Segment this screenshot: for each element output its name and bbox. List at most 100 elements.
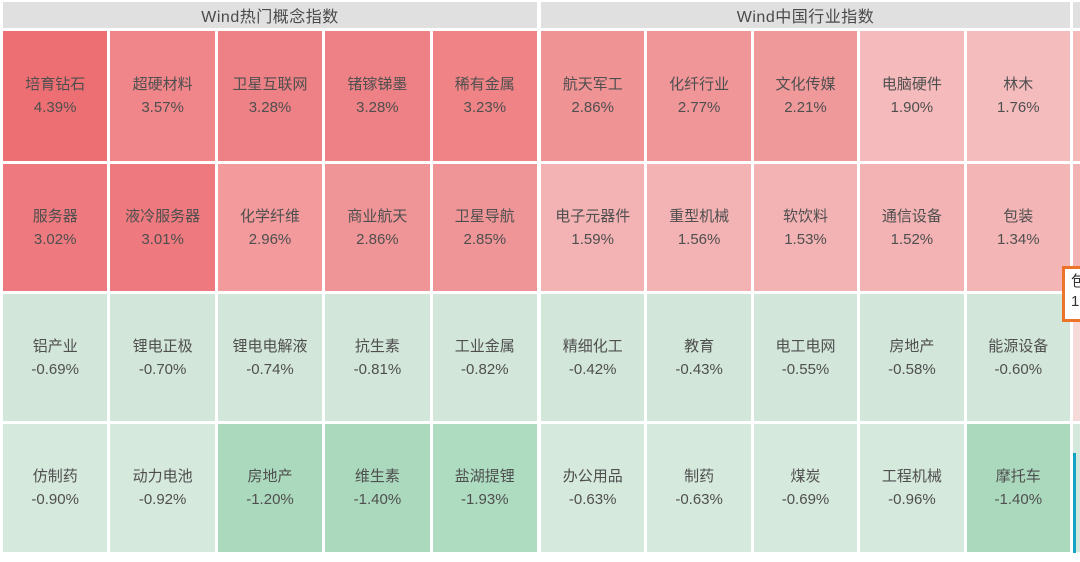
heatmap-cell[interactable]: 电子元器件 1.59% [541, 164, 645, 291]
cell-label: 航天军工 [562, 76, 623, 93]
heatmap-cell[interactable]: 林木 1.76% [966, 31, 1070, 161]
cell-value: 1.53% [784, 230, 827, 248]
heatmap-cell[interactable]: 仿制药 -0.90% [3, 424, 108, 552]
cell-label: 仿制药 [32, 468, 78, 485]
panel-title-hot-concept: Wind热门概念指数 [3, 2, 537, 28]
cell-value: 1.90% [890, 99, 934, 116]
cell-value: -0.90% [31, 491, 79, 508]
cell-value: -0.96% [888, 491, 936, 508]
cell-label: 卫星互联网 [232, 76, 308, 93]
panel-hot-concept-index: Wind热门概念指数 培育钻石 4.39% 超硬材料 3.57% 卫星互联网 3.28% 锗… [3, 2, 537, 552]
heatmap-cell[interactable]: 电工电网 -0.55% [753, 294, 858, 421]
cell-value: 2.21% [784, 99, 827, 116]
cutoff-column-cell [1073, 164, 1080, 291]
cell-label: 精细化工 [562, 337, 623, 355]
cutoff-column-header [1073, 2, 1080, 28]
heatmap-cell[interactable]: 化学纤维 2.96% [217, 164, 323, 291]
heatmap-cell[interactable]: 电脑硬件 1.90% [860, 31, 964, 161]
heatmap-cell[interactable]: 通信设备 1.52% [860, 164, 964, 291]
heatmap-cell[interactable]: 卫星导航 2.85% [432, 164, 537, 291]
cell-label: 办公用品 [562, 468, 623, 485]
heatmap-cell[interactable]: 包装 1.34% [966, 164, 1070, 291]
cell-label: 化纤行业 [669, 76, 730, 93]
cell-label: 培育钻石 [25, 76, 86, 93]
cell-value: 1.34% [997, 230, 1040, 248]
cell-label: 能源设备 [988, 337, 1049, 355]
cell-value: 1.52% [890, 230, 934, 248]
cell-label: 稀有金属 [454, 76, 515, 93]
cell-value: -0.63% [675, 491, 723, 508]
cell-value: -0.42% [568, 360, 617, 378]
heatmap-cell[interactable]: 精细化工 -0.42% [541, 294, 645, 421]
cell-label: 工程机械 [881, 468, 942, 485]
heatmap-cell[interactable]: 工程机械 -0.96% [860, 424, 964, 552]
cell-label: 电子元器件 [555, 207, 631, 225]
heatmap-cell[interactable]: 房地产 -0.58% [860, 294, 964, 421]
cell-value: 2.77% [677, 99, 721, 116]
cell-value: 4.39% [33, 99, 77, 116]
heatmap-cell[interactable]: 稀有金属 3.23% [432, 31, 537, 161]
heatmap-cell[interactable]: 服务器 3.02% [3, 164, 108, 291]
heatmap-cell[interactable]: 文化传媒 2.21% [753, 31, 858, 161]
cell-label: 林木 [1003, 76, 1034, 93]
heatmap-cell[interactable]: 液冷服务器 3.01% [110, 164, 215, 291]
heatmap-cell[interactable]: 动力电池 -0.92% [110, 424, 215, 552]
heatmap-cell[interactable]: 锂电电解液 -0.74% [217, 294, 323, 421]
heatmap-cell[interactable]: 煤炭 -0.69% [753, 424, 858, 552]
cell-label: 超硬材料 [132, 76, 193, 93]
cell-label: 锗镓锑墨 [347, 76, 408, 93]
cell-value: -1.20% [246, 491, 294, 508]
cell-label: 包装 [1003, 207, 1034, 225]
cell-value: 2.86% [571, 99, 614, 116]
cell-label: 软饮料 [782, 207, 828, 225]
cell-value: 1.59% [571, 230, 614, 248]
cutoff-column-cell [1073, 424, 1080, 552]
heatmap-board: Wind热门概念指数 培育钻石 4.39% 超硬材料 3.57% 卫星互联网 3.28% 锗… [3, 2, 1070, 552]
heatmap-cell[interactable]: 教育 -0.43% [647, 294, 751, 421]
heatmap-cell[interactable]: 办公用品 -0.63% [541, 424, 645, 552]
heatmap-grid: 培育钻石 4.39% 超硬材料 3.57% 卫星互联网 3.28% 锗镓锑墨 3.28% 稀有金… [3, 31, 537, 552]
heatmap-cell[interactable]: 锂电正极 -0.70% [110, 294, 215, 421]
cell-label: 房地产 [889, 337, 935, 355]
cell-value: -0.60% [994, 360, 1043, 378]
heatmap-cell[interactable]: 软饮料 1.53% [753, 164, 858, 291]
heatmap-cell[interactable]: 商业航天 2.86% [325, 164, 430, 291]
cell-label: 电工电网 [775, 337, 836, 355]
heatmap-cell[interactable]: 摩托车 -1.40% [966, 424, 1070, 552]
cell-label: 锂电电解液 [232, 337, 308, 355]
cell-value: -0.74% [246, 360, 294, 378]
panel-china-industry-index: Wind中国行业指数 航天军工 2.86% 化纤行业 2.77% 文化传媒 2.21% 电脑… [541, 2, 1070, 552]
heatmap-cell[interactable]: 能源设备 -0.60% [966, 294, 1070, 421]
heatmap-cell[interactable]: 锗镓锑墨 3.28% [325, 31, 430, 161]
scrollbar-thumb[interactable] [1073, 453, 1076, 553]
cell-value: -1.40% [994, 491, 1043, 508]
tooltip-label: 包装 [1071, 273, 1080, 290]
heatmap-cell[interactable]: 维生素 -1.40% [325, 424, 430, 552]
heatmap-cell[interactable]: 航天军工 2.86% [541, 31, 645, 161]
cutoff-column-cell [1073, 31, 1080, 161]
heatmap-cell[interactable]: 培育钻石 4.39% [3, 31, 108, 161]
heatmap-cell[interactable]: 卫星互联网 3.28% [217, 31, 323, 161]
heatmap-cell[interactable]: 超硬材料 3.57% [110, 31, 215, 161]
heatmap-cell[interactable]: 化纤行业 2.77% [647, 31, 751, 161]
tooltip: 包装 1.34% [1062, 266, 1080, 322]
cell-value: 1.76% [997, 99, 1040, 116]
cell-label: 制药 [684, 468, 715, 485]
cell-label: 摩托车 [995, 468, 1041, 485]
heatmap-cell[interactable]: 抗生素 -0.81% [325, 294, 430, 421]
heatmap-cell[interactable]: 工业金属 -0.82% [432, 294, 537, 421]
heatmap-cell[interactable]: 盐湖提锂 -1.93% [432, 424, 537, 552]
cell-label: 文化传媒 [775, 76, 836, 93]
heatmap-grid: 航天军工 2.86% 化纤行业 2.77% 文化传媒 2.21% 电脑硬件 1.90% 林木 1.… [541, 31, 1070, 552]
cell-label: 房地产 [247, 468, 293, 485]
cell-label: 通信设备 [881, 207, 942, 225]
heatmap-cell[interactable]: 铝产业 -0.69% [3, 294, 108, 421]
cell-label: 锂电正极 [132, 337, 193, 355]
heatmap-cell[interactable]: 制药 -0.63% [647, 424, 751, 552]
cell-label: 电脑硬件 [881, 76, 942, 93]
heatmap-cell[interactable]: 重型机械 1.56% [647, 164, 751, 291]
cell-value: -1.40% [353, 491, 402, 508]
heatmap-cell[interactable]: 房地产 -1.20% [217, 424, 323, 552]
cell-label: 教育 [684, 337, 715, 355]
cell-value: 3.57% [141, 99, 184, 116]
